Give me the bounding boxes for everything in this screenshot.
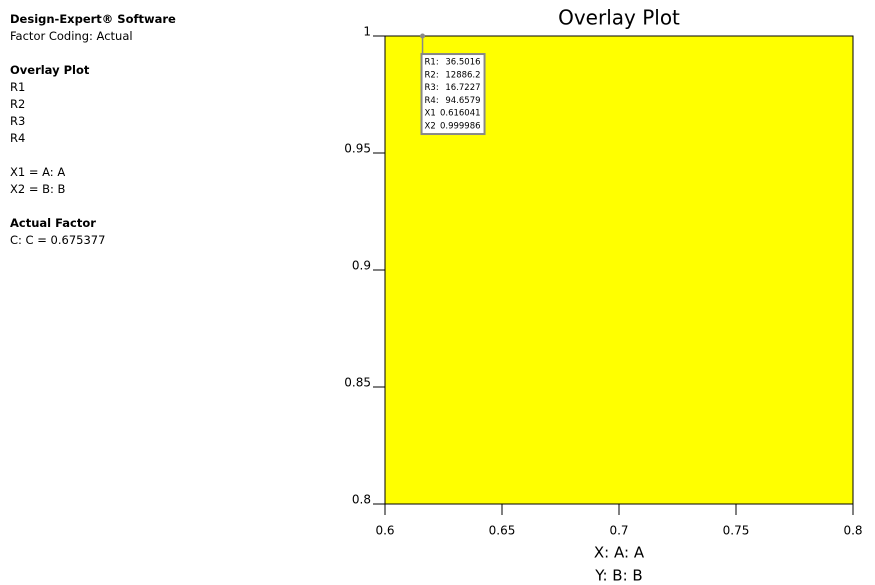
x-tick-label: 0.7 xyxy=(609,524,628,538)
flag-point xyxy=(420,33,426,39)
flag-row-label: R1: xyxy=(425,58,439,68)
flag-row-value: 12886.2 xyxy=(445,70,480,80)
factor: X1 = A: A xyxy=(10,165,66,179)
plot-heading: Overlay Plot xyxy=(10,63,90,77)
y-tick-label: 0.8 xyxy=(352,493,371,507)
flag-row-label: X1 xyxy=(425,109,436,119)
actual-factors: C: C = 0.675377 xyxy=(10,232,176,249)
flag-row-label: X2 xyxy=(425,122,436,132)
x-axis-label: X: A: A xyxy=(594,544,645,562)
coding: Factor Coding: Actual xyxy=(10,29,133,43)
y-tick-label: 0.95 xyxy=(344,142,371,156)
flag-row-value: 0.616041 xyxy=(440,109,481,119)
factors: X1 = A: A X2 = B: B xyxy=(10,164,176,198)
actual-factor: C: C = 0.675377 xyxy=(10,233,106,247)
flag-row-label: R4: xyxy=(425,96,439,106)
y-axis-label: Y: B: B xyxy=(594,567,642,585)
sidebar: Design-Expert® Software Factor Coding: A… xyxy=(10,11,176,249)
factor: X2 = B: B xyxy=(10,182,66,196)
flag-row-label: R2: xyxy=(425,70,439,80)
software: Design-Expert® Software xyxy=(10,12,176,26)
x-tick-label: 0.65 xyxy=(489,524,516,538)
flag-row-value: 0.999986 xyxy=(440,122,481,132)
responses: R1 R2 R3 R4 xyxy=(10,79,176,147)
flag-row-value: 16.7227 xyxy=(445,83,480,93)
flag-row-label: R3: xyxy=(425,83,439,93)
flag-box xyxy=(420,53,486,136)
response: R3 xyxy=(10,114,26,128)
x-tick-label: 0.75 xyxy=(723,524,750,538)
flag-row-value: 36.5016 xyxy=(445,58,480,68)
response: R2 xyxy=(10,97,26,111)
y-tick-label: 1 xyxy=(363,25,371,39)
actual-heading: Actual Factor xyxy=(10,216,96,230)
flag-row-value: 94.6579 xyxy=(445,96,480,106)
x-tick-label: 0.6 xyxy=(375,524,394,538)
y-tick-label: 0.85 xyxy=(344,376,371,390)
response: R1 xyxy=(10,80,26,94)
x-tick-label: 0.8 xyxy=(843,524,862,538)
response: R4 xyxy=(10,131,26,145)
chart-title: Overlay Plot xyxy=(558,6,680,30)
y-tick-label: 0.9 xyxy=(352,259,371,273)
